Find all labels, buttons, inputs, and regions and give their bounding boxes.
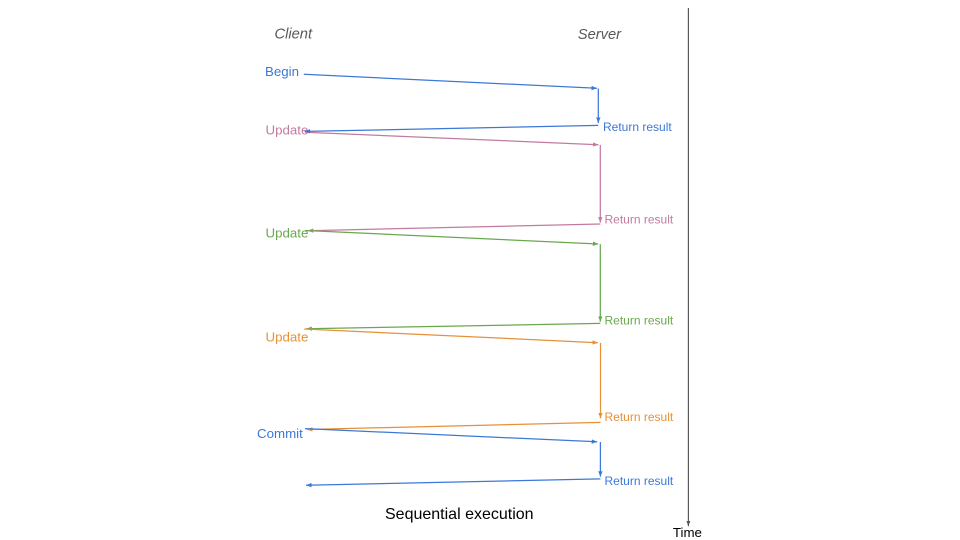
svg-text:Begin: Begin xyxy=(265,64,299,79)
svg-text:Server: Server xyxy=(578,27,622,43)
svg-text:Commit: Commit xyxy=(257,426,303,441)
svg-text:Return result: Return result xyxy=(605,212,674,226)
svg-text:Update: Update xyxy=(266,122,309,137)
svg-text:Client: Client xyxy=(275,27,313,43)
svg-text:Return result: Return result xyxy=(605,474,674,488)
svg-text:Return result: Return result xyxy=(605,313,674,327)
svg-text:Update: Update xyxy=(266,330,309,345)
svg-text:Return result: Return result xyxy=(603,120,672,134)
svg-text:Time: Time xyxy=(673,525,702,540)
svg-text:Return result: Return result xyxy=(605,410,674,424)
svg-text:Sequential execution: Sequential execution xyxy=(385,506,534,523)
svg-text:Update: Update xyxy=(266,226,309,241)
